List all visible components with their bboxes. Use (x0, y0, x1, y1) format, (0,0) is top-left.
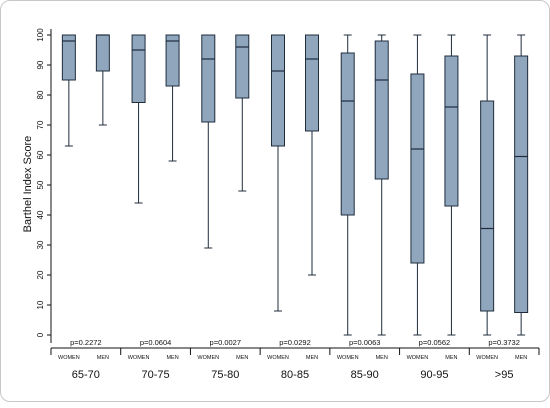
subgroup-label: WOMEN (58, 355, 80, 361)
y-tick-label: 20 (36, 270, 45, 279)
box-men (444, 55, 459, 207)
box-women (480, 100, 495, 312)
subgroup-label: MEN (166, 355, 178, 361)
y-axis-label: Barthel Index Score (22, 136, 34, 233)
box-men (95, 34, 110, 72)
box-men (235, 34, 250, 99)
p-value-label: p=0.0562 (419, 338, 451, 347)
box-women (61, 34, 76, 81)
boxes (61, 34, 529, 336)
subgroup-label: WOMEN (128, 355, 150, 361)
age-group-label: >95 (495, 369, 514, 381)
axes: 0 10 20 30 40 50 60 70 80 90 100 (36, 28, 540, 355)
box-men (374, 40, 389, 180)
box-men (514, 55, 529, 313)
box-men (165, 34, 180, 87)
p-value-label: p=0.0063 (349, 338, 381, 347)
age-group-label: 85-90 (351, 369, 379, 381)
age-group-label: 80-85 (281, 369, 309, 381)
y-tick-label: 80 (36, 90, 45, 99)
subgroup-label: WOMEN (267, 355, 289, 361)
y-tick-label: 100 (36, 28, 45, 42)
age-group-label: 70-75 (142, 369, 170, 381)
age-group-label: 65-70 (72, 369, 100, 381)
p-value-label: p=0.0292 (279, 338, 311, 347)
y-tick-label: 10 (36, 300, 45, 309)
subgroup-label: WOMEN (197, 355, 219, 361)
y-tick-label: 50 (36, 180, 45, 189)
subgroup-label: WOMEN (337, 355, 359, 361)
age-group-label: 90-95 (420, 369, 448, 381)
group-labels: WOMEN MEN p=0.2272 65-70 WOMEN MEN p=0.0604 70-… (58, 338, 527, 381)
y-tick-label: 90 (36, 60, 45, 69)
p-value-label: p=0.0027 (210, 338, 242, 347)
subgroup-label: WOMEN (476, 355, 498, 361)
p-value-label: p=0.3732 (488, 338, 520, 347)
subgroup-label: MEN (515, 355, 527, 361)
age-group-label: 75-80 (211, 369, 239, 381)
y-tick-label: 40 (36, 210, 45, 219)
box-women (410, 73, 425, 264)
subgroup-label: MEN (376, 355, 388, 361)
p-value-label: p=0.2272 (70, 338, 102, 347)
y-tick-label: 0 (36, 332, 45, 337)
y-tick-label: 70 (36, 120, 45, 129)
subgroup-label: MEN (445, 355, 457, 361)
box-women (131, 34, 146, 103)
box-women (340, 52, 355, 216)
subgroup-label: MEN (236, 355, 248, 361)
box-men (305, 34, 319, 132)
box-women (201, 34, 216, 123)
box-women (271, 34, 285, 147)
subgroup-label: WOMEN (407, 355, 429, 361)
y-tick-label: 60 (36, 150, 45, 159)
p-value-label: p=0.0604 (140, 338, 172, 347)
subgroup-label: MEN (306, 355, 318, 361)
subgroup-label: MEN (97, 355, 109, 361)
y-tick-label: 30 (36, 240, 45, 249)
